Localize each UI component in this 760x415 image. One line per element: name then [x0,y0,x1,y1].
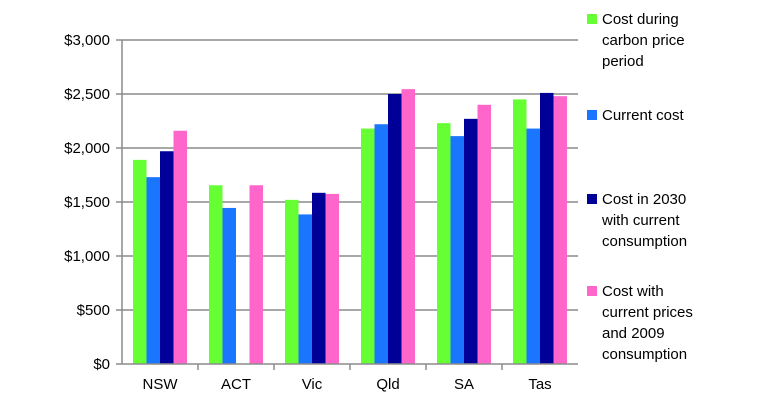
legend-label: and 2009 [602,325,665,342]
legend-label: Current cost [602,107,685,124]
bar-vic-series-1 [285,199,299,364]
gridlines [122,39,578,311]
bar-sa-series-2 [450,136,464,364]
bar-act-series-4 [249,185,263,364]
bar-vic-series-2 [298,214,312,364]
legend: Cost during carbon price period Current cos… [587,11,693,363]
bar-sa-series-4 [477,104,491,365]
y-tick-label: $1,500 [64,194,110,211]
bar-nsw-series-4 [173,130,187,364]
legend-label: Cost with [602,283,664,300]
bar-qld-series-2 [374,124,388,365]
y-tick-label: $2,000 [64,140,110,157]
legend-label: consumption [602,233,687,250]
y-tick-label: $500 [77,302,110,319]
y-tick-label: $2,500 [64,86,110,103]
legend-swatch [587,110,597,120]
bar-nsw-series-3 [160,151,174,364]
x-tick-label: NSW [143,376,179,393]
bar-qld-series-3 [388,94,402,364]
legend-swatch [587,194,597,204]
y-tick-label: $0 [93,356,110,373]
bar-tas-series-1 [513,99,527,365]
x-tick-label: ACT [221,376,251,393]
axes [116,39,578,370]
bar-sa-series-1 [437,123,451,364]
bar-vic-series-4 [325,193,339,364]
bar-tas-series-3 [540,92,554,365]
bar-tas-series-4 [553,96,567,364]
y-tick-label: $1,000 [64,248,110,265]
x-tick-label: Qld [376,376,399,393]
legend-label: consumption [602,346,687,363]
bars [133,89,567,365]
bar-qld-series-4 [401,89,415,364]
legend-label: period [602,53,644,70]
bar-sa-series-3 [464,118,478,364]
legend-label: carbon price [602,32,685,49]
bar-tas-series-2 [526,128,540,364]
legend-label: current prices [602,304,693,321]
x-tick-label: SA [454,376,474,393]
legend-label: with current [601,212,680,229]
bar-act-series-2 [222,207,236,364]
bar-nsw-series-1 [133,159,147,364]
y-tick-label: $3,000 [64,32,110,49]
y-axis-ticks: $0 $500 $1,000 $1,500 $2,000 $2,500 $3,000 [64,32,110,373]
bar-qld-series-1 [361,128,375,364]
bar-act-series-1 [209,185,223,364]
legend-label: Cost in 2030 [602,191,686,208]
legend-label: Cost during [602,11,679,28]
bar-vic-series-3 [312,192,326,364]
legend-swatch [587,14,597,24]
x-tick-label: Vic [302,376,323,393]
x-axis-ticks: NSW ACT Vic Qld SA Tas [143,376,552,393]
x-tick-label: Tas [528,376,551,393]
bar-nsw-series-2 [146,177,160,364]
legend-swatch [587,286,597,296]
